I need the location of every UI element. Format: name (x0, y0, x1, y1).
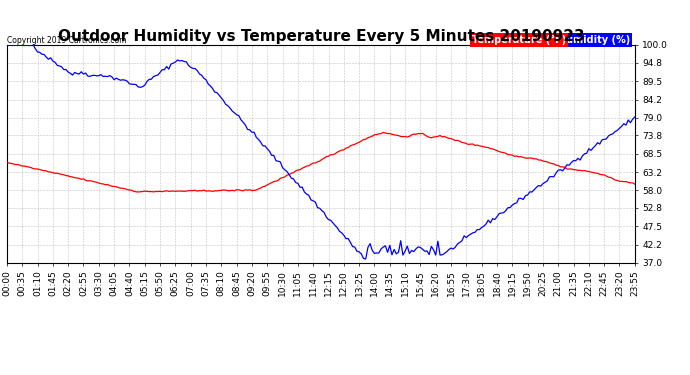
Text: Temperature (°F): Temperature (°F) (471, 35, 566, 45)
Text: Humidity (%): Humidity (%) (558, 35, 631, 45)
Text: Copyright 2019 Cartronics.com: Copyright 2019 Cartronics.com (7, 36, 126, 45)
Title: Outdoor Humidity vs Temperature Every 5 Minutes 20190923: Outdoor Humidity vs Temperature Every 5 … (57, 29, 584, 44)
